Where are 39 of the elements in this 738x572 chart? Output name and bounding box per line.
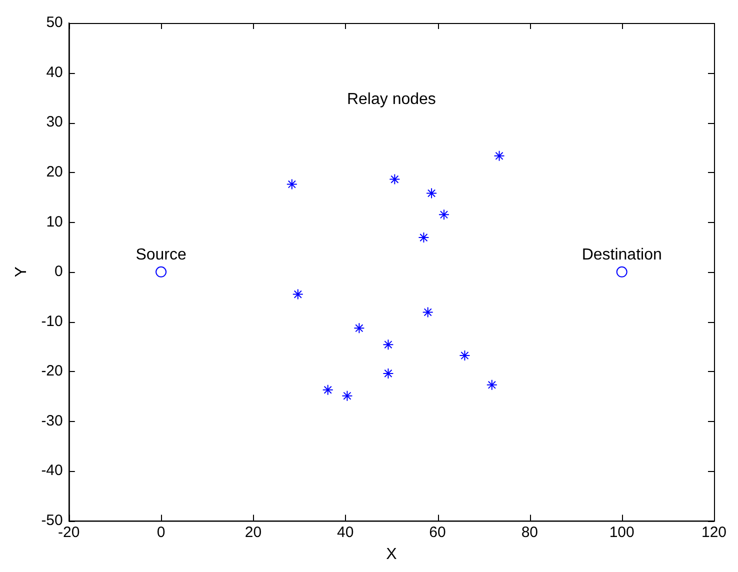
point: [438, 209, 450, 220]
x-tick-label: 80: [521, 524, 538, 541]
y-tick-label: -30: [41, 412, 63, 430]
point: [494, 150, 505, 162]
y-tick-label: -20: [41, 362, 63, 380]
point: [426, 188, 438, 199]
annotation: Source: [136, 246, 186, 264]
annotation: Relay nodes: [346, 91, 436, 108]
x-tick-label: 100: [609, 524, 634, 541]
point: [389, 174, 400, 185]
point: [382, 339, 394, 350]
y-tick-label: 40: [46, 64, 63, 81]
y-tick-label: 0: [54, 263, 63, 280]
y-tick-label: -10: [41, 312, 63, 330]
point: [286, 178, 298, 190]
y-tick-label: 50: [46, 14, 63, 32]
x-tick-label: 120: [701, 524, 727, 541]
y-tick-label: 20: [46, 163, 63, 180]
point: [418, 232, 430, 244]
point: [459, 350, 470, 362]
point: [422, 306, 434, 318]
y-tick-label: -40: [41, 462, 63, 480]
point: [382, 368, 394, 379]
y-tick-label: 30: [46, 114, 63, 131]
point: [354, 322, 365, 334]
point: [292, 288, 304, 300]
point: [616, 266, 628, 278]
point: [322, 384, 334, 396]
point: [486, 379, 498, 390]
x-tick-label: 60: [429, 524, 446, 541]
x-axis-title: X: [386, 546, 398, 563]
y-axis-title: Y: [13, 266, 30, 278]
point: [342, 390, 353, 402]
x-tick-label: 20: [244, 524, 262, 541]
x-tick-label: 0: [156, 524, 166, 541]
y-tick-label: 10: [46, 213, 63, 230]
annotation: Destination: [582, 246, 662, 264]
x-tick-label: 40: [337, 524, 354, 541]
point: [156, 266, 167, 278]
